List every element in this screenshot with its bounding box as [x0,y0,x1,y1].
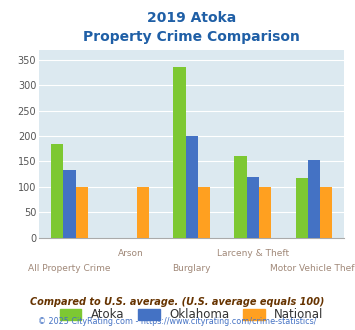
Text: Motor Vehicle Theft: Motor Vehicle Theft [270,264,355,273]
Text: Burglary: Burglary [173,264,211,273]
Bar [173,67,186,238]
Bar [64,170,76,238]
Bar [76,187,88,238]
Text: Compared to U.S. average. (U.S. average equals 100): Compared to U.S. average. (U.S. average … [30,297,325,307]
Text: Arson: Arson [118,249,143,258]
Bar [198,187,210,238]
Bar [295,178,308,238]
Text: All Property Crime: All Property Crime [28,264,111,273]
Text: Larceny & Theft: Larceny & Theft [217,249,289,258]
Bar [234,156,247,238]
Bar [186,136,198,238]
Bar [259,187,271,238]
Bar [51,144,64,238]
Bar [308,160,320,238]
Text: © 2025 CityRating.com - https://www.cityrating.com/crime-statistics/: © 2025 CityRating.com - https://www.city… [38,317,317,326]
Title: 2019 Atoka
Property Crime Comparison: 2019 Atoka Property Crime Comparison [83,11,300,44]
Bar [137,187,149,238]
Bar [247,177,259,238]
Legend: Atoka, Oklahoma, National: Atoka, Oklahoma, National [55,304,328,326]
Bar [320,187,332,238]
